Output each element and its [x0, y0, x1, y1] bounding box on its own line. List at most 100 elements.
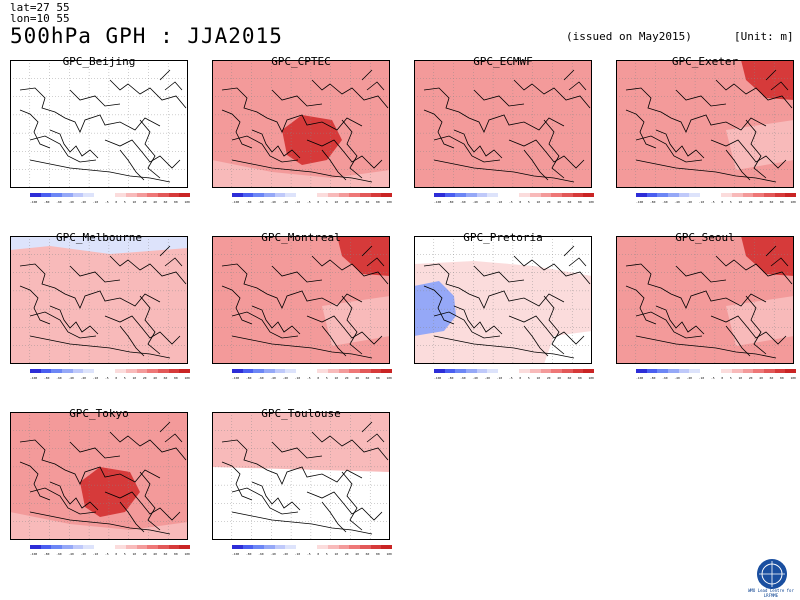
colorbar-swatch: [73, 545, 84, 549]
colorbar-swatch: [105, 545, 116, 549]
colorbar-tick-label: 80: [376, 200, 380, 206]
colorbar-swatch: [434, 193, 445, 197]
colorbar-tick-label: 10: [132, 376, 136, 382]
colorbar-swatch: [317, 369, 328, 373]
colorbar-swatch: [349, 193, 360, 197]
colorbar-tick-label: -5: [105, 376, 109, 382]
colorbar-tick-label: 10: [738, 376, 742, 382]
colorbar-swatch: [296, 369, 307, 373]
colorbar-swatch: [775, 193, 786, 197]
colorbar-swatch: [94, 193, 105, 197]
colorbar-tick-label: 100: [184, 376, 189, 382]
colorbar-tick-label: 10: [334, 376, 338, 382]
colorbar: [434, 193, 594, 197]
colorbar-labels: -100 -80 -60 -40 -20 -10 -5 0 5 10 20 40 60 80 100: [434, 200, 594, 206]
colorbar-tick-label: -60: [258, 376, 263, 382]
colorbar-tick-label: 0: [317, 552, 319, 558]
colorbar-tick-label: 60: [568, 200, 572, 206]
colorbar-tick-label: 20: [143, 200, 147, 206]
colorbar-swatch: [232, 193, 243, 197]
colorbar-tick-label: 40: [153, 552, 157, 558]
colorbar-tick-label: 60: [770, 200, 774, 206]
colorbar-swatch: [285, 193, 296, 197]
page-title: 500hPa GPH : JJA2015: [10, 24, 283, 48]
colorbar-swatch: [466, 193, 477, 197]
colorbar-tick-label: 20: [749, 376, 753, 382]
colorbar-tick-label: 5: [124, 376, 126, 382]
colorbar-tick-label: -10: [699, 200, 704, 206]
colorbar-swatch: [647, 193, 658, 197]
forecast-map-panel: GPC_CPTEC -100 -80 -60 -40 -20 -10 -5 0 5 10 20 40 60…: [212, 60, 402, 210]
colorbar-swatch: [115, 369, 126, 373]
colorbar-swatch: [169, 545, 180, 549]
colorbar-swatch: [73, 193, 84, 197]
colorbar-tick-label: -40: [270, 376, 275, 382]
colorbar-swatch: [243, 193, 254, 197]
colorbar-tick-label: -10: [93, 376, 98, 382]
colorbar-swatch: [137, 193, 148, 197]
colorbar-swatch: [668, 369, 679, 373]
colorbar-tick-label: -5: [711, 200, 715, 206]
colorbar-tick-label: 80: [376, 376, 380, 382]
colorbar-tick-label: -40: [68, 200, 73, 206]
colorbar-tick-label: 0: [519, 200, 521, 206]
colorbar-tick-label: 0: [115, 200, 117, 206]
colorbar-swatch: [732, 369, 743, 373]
colorbar-swatch: [275, 193, 286, 197]
colorbar-swatch: [636, 193, 647, 197]
colorbar-swatch: [551, 193, 562, 197]
colorbar-tick-label: -100: [30, 552, 37, 558]
colorbar-tick-label: 60: [164, 200, 168, 206]
colorbar-tick-label: 100: [588, 376, 593, 382]
colorbar-swatch: [147, 193, 158, 197]
colorbar-swatch: [381, 545, 392, 549]
colorbar-tick-label: -80: [44, 552, 49, 558]
map-plot: [212, 412, 402, 562]
colorbar-tick-label: -80: [650, 376, 655, 382]
colorbar-swatch: [232, 369, 243, 373]
colorbar-swatch: [158, 369, 169, 373]
colorbar-tick-label: 0: [317, 200, 319, 206]
colorbar-swatch: [657, 193, 668, 197]
colorbar-swatch: [30, 545, 41, 549]
colorbar-swatch: [51, 545, 62, 549]
colorbar-swatch: [530, 193, 541, 197]
colorbar-tick-label: -10: [93, 552, 98, 558]
map-plot: [10, 60, 200, 210]
colorbar-tick-label: -100: [434, 200, 441, 206]
colorbar-swatch: [785, 193, 796, 197]
colorbar-tick-label: -20: [81, 552, 86, 558]
colorbar-labels: -100 -80 -60 -40 -20 -10 -5 0 5 10 20 40 60 80 100: [30, 376, 190, 382]
colorbar-tick-label: 80: [780, 376, 784, 382]
colorbar-tick-label: 40: [759, 376, 763, 382]
map-plot: [10, 236, 200, 386]
colorbar-swatch: [73, 369, 84, 373]
colorbar-tick-label: -20: [485, 376, 490, 382]
colorbar-swatch: [296, 545, 307, 549]
colorbar-tick-label: 5: [326, 376, 328, 382]
colorbar-tick-label: -100: [232, 552, 239, 558]
colorbar-tick-label: 60: [770, 376, 774, 382]
issued-date: (issued on May2015): [566, 30, 692, 43]
colorbar-swatch: [105, 369, 116, 373]
colorbar-swatch: [360, 369, 371, 373]
colorbar-swatch: [328, 193, 339, 197]
colorbar-swatch: [147, 545, 158, 549]
colorbar-tick-label: -10: [497, 200, 502, 206]
colorbar-swatch: [657, 369, 668, 373]
colorbar-tick-label: -5: [711, 376, 715, 382]
colorbar-tick-label: -40: [472, 200, 477, 206]
colorbar-swatch: [498, 369, 509, 373]
colorbar-tick-label: 5: [528, 376, 530, 382]
colorbar-tick-label: 40: [355, 200, 359, 206]
colorbar-tick-label: 60: [568, 376, 572, 382]
forecast-map-panel: GPC_Melbourne -100 -80 -60 -40 -20 -10 -5 0 5 10 20…: [10, 236, 200, 386]
colorbar-tick-label: -40: [674, 200, 679, 206]
colorbar-tick-label: 40: [557, 376, 561, 382]
colorbar-tick-label: -5: [307, 376, 311, 382]
colorbar-swatch: [753, 193, 764, 197]
unit-label: [Unit: m]: [734, 30, 794, 43]
colorbar-swatch: [371, 545, 382, 549]
colorbar-tick-label: -10: [295, 552, 300, 558]
colorbar-swatch: [732, 193, 743, 197]
